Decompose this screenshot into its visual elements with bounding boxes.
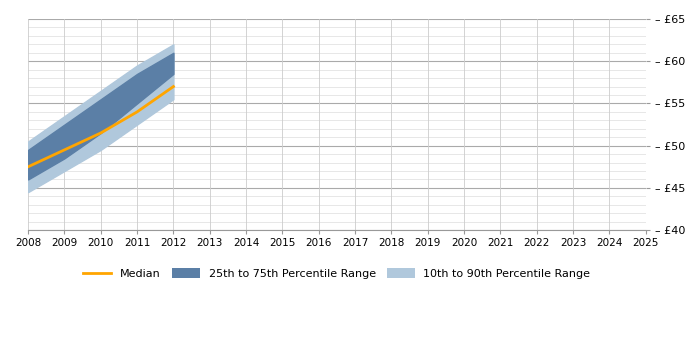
- Legend: Median, 25th to 75th Percentile Range, 10th to 90th Percentile Range: Median, 25th to 75th Percentile Range, 1…: [79, 264, 595, 284]
